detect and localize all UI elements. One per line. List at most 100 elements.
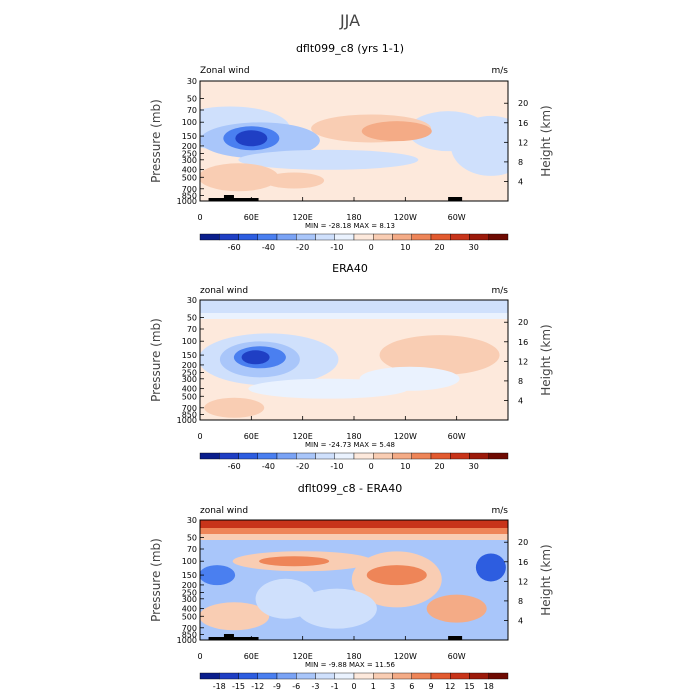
- y-tick-label: 100: [182, 557, 197, 566]
- x-tick-label: 180: [346, 213, 361, 222]
- colorbar-label: -1: [331, 682, 339, 691]
- contour-region: [241, 350, 270, 365]
- colorbar-cell: [296, 233, 316, 241]
- y-tick-label: 70: [187, 325, 197, 334]
- topography: [223, 195, 234, 201]
- colorbar-cell: [238, 452, 258, 460]
- colorbar-cell: [411, 672, 432, 680]
- y-tick-label: 30: [187, 296, 197, 305]
- y-tick-label: 400: [182, 605, 197, 614]
- topography: [448, 636, 463, 640]
- contour-region: [296, 588, 377, 629]
- contour-region: [361, 121, 432, 142]
- y2-tick-label: 16: [518, 119, 528, 128]
- colorbar-label: -9: [273, 682, 281, 691]
- y-axis-label: Pressure (mb): [149, 318, 163, 402]
- colorbar-cell: [296, 452, 316, 460]
- colorbar-label: 9: [428, 682, 433, 691]
- left-label: Zonal wind: [200, 66, 250, 76]
- y-tick-label: 30: [187, 516, 197, 525]
- colorbar-cell: [257, 672, 278, 680]
- colorbar-label: -40: [262, 243, 275, 252]
- colorbar-label: -10: [330, 462, 343, 471]
- contour-region: [200, 534, 508, 540]
- colorbar-cell: [450, 672, 470, 680]
- contour-region: [200, 602, 270, 631]
- contour-region: [359, 366, 460, 391]
- min-max-stats: MIN = -24.73 MAX = 5.48: [305, 441, 395, 449]
- colorbar-cell: [353, 233, 374, 241]
- colorbar-cell: [238, 233, 258, 241]
- y2-tick-label: 12: [518, 577, 528, 586]
- y-tick-label: 250: [182, 589, 197, 598]
- colorbar-label: 20: [434, 462, 444, 471]
- panel-title: dflt099_c8 - ERA40: [298, 482, 402, 495]
- panel-title: ERA40: [332, 262, 368, 275]
- y-tick-label: 200: [182, 581, 197, 590]
- y-tick-label: 500: [182, 392, 197, 401]
- y2-tick-label: 16: [518, 338, 528, 347]
- y-tick-label: 500: [182, 612, 197, 621]
- colorbar-cell: [488, 233, 509, 241]
- colorbar-cell: [450, 452, 470, 460]
- y-tick-label: 850: [182, 630, 197, 639]
- units-label: m/s: [492, 286, 509, 296]
- topography: [223, 634, 234, 640]
- y2-tick-label: 4: [518, 177, 523, 186]
- colorbar-cell: [219, 672, 239, 680]
- colorbar-label: 30: [469, 462, 479, 471]
- colorbar-cell: [199, 233, 220, 241]
- colorbar-label: 12: [445, 682, 455, 691]
- contour-region: [379, 335, 500, 376]
- colorbar-cell: [430, 233, 451, 241]
- x-tick-label: 60W: [448, 213, 466, 222]
- y2-tick-label: 20: [518, 318, 528, 327]
- y-tick-label: 700: [182, 624, 197, 633]
- colorbar-cell: [450, 233, 470, 241]
- colorbar-cell: [469, 672, 489, 680]
- contour-region: [255, 578, 316, 619]
- left-label: zonal wind: [200, 506, 248, 516]
- y-tick-label: 150: [182, 132, 197, 141]
- colorbar-label: -10: [330, 243, 343, 252]
- y-tick-label: 200: [182, 142, 197, 151]
- contour-region: [200, 300, 508, 313]
- contour-region: [200, 313, 508, 319]
- y-tick-label: 500: [182, 173, 197, 182]
- contour-region: [259, 556, 330, 567]
- contour-region: [426, 594, 487, 623]
- contour-region: [200, 528, 508, 534]
- colorbar-label: -6: [292, 682, 300, 691]
- y2-tick-label: 12: [518, 357, 528, 366]
- colorbar-cell: [199, 672, 220, 680]
- y2-tick-label: 8: [518, 597, 523, 606]
- contour-region: [200, 163, 279, 192]
- colorbar-cell: [257, 233, 278, 241]
- y2-tick-label: 4: [518, 616, 523, 625]
- colorbar-label: 0: [369, 462, 374, 471]
- colorbar-cell: [469, 233, 489, 241]
- colorbar-label: 18: [484, 682, 494, 691]
- y2-tick-label: 12: [518, 138, 528, 147]
- y-tick-label: 150: [182, 571, 197, 580]
- y-tick-label: 50: [187, 313, 197, 322]
- figure-title: JJA: [339, 11, 360, 30]
- y2-tick-label: 4: [518, 396, 523, 405]
- y-tick-label: 70: [187, 106, 197, 115]
- colorbar-cell: [373, 672, 393, 680]
- colorbar-label: -18: [213, 682, 226, 691]
- y-tick-label: 1000: [177, 197, 197, 206]
- colorbar-cell: [353, 672, 374, 680]
- contour-region: [475, 553, 506, 582]
- y-tick-label: 1000: [177, 636, 197, 645]
- y-axis-label: Pressure (mb): [149, 538, 163, 622]
- min-max-stats: MIN = -9.88 MAX = 11.56: [305, 661, 396, 669]
- units-label: m/s: [492, 506, 509, 516]
- colorbar-label: -12: [251, 682, 264, 691]
- colorbar-cell: [353, 452, 374, 460]
- y-tick-label: 700: [182, 404, 197, 413]
- colorbar-cell: [334, 233, 355, 241]
- colorbar-cell: [276, 672, 297, 680]
